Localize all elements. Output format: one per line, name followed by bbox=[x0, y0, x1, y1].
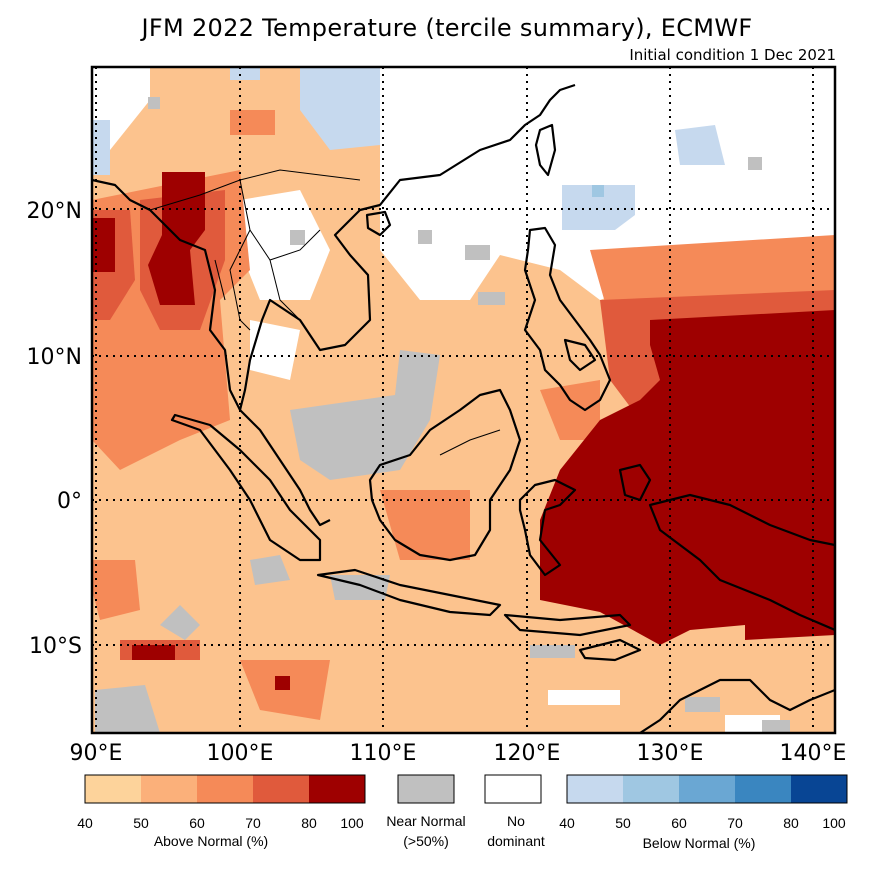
near-normal-swatch bbox=[397, 774, 455, 804]
above-tick-60: 60 bbox=[189, 815, 205, 831]
above-normal-swatch-3 bbox=[253, 775, 309, 803]
below-normal-swatch-2 bbox=[679, 775, 735, 803]
below-normal-swatch-1 bbox=[623, 775, 679, 803]
below-normal-regions bbox=[92, 67, 725, 230]
below-tick-80: 80 bbox=[783, 815, 799, 831]
map-plot-area bbox=[92, 67, 835, 733]
near-normal-caption-line2: (>50%) bbox=[403, 833, 449, 849]
near-normal-regions bbox=[95, 97, 790, 733]
no-dominant-caption-line1: No bbox=[507, 813, 525, 829]
below-tick-50: 50 bbox=[615, 815, 631, 831]
lon-label-130e: 130°E bbox=[637, 741, 704, 766]
graticule bbox=[92, 67, 835, 733]
above-tick-70: 70 bbox=[245, 815, 261, 831]
below-normal-frame bbox=[566, 774, 848, 804]
map-subtitle: Initial condition 1 Dec 2021 bbox=[629, 46, 836, 64]
above-tick-100: 100 bbox=[340, 815, 364, 831]
above-tick-80: 80 bbox=[301, 815, 317, 831]
below-normal-colorbar bbox=[566, 774, 848, 804]
no-dominant-caption-line2: dominant bbox=[487, 833, 545, 849]
lon-label-90e: 90°E bbox=[70, 741, 123, 766]
below-tick-100: 100 bbox=[822, 815, 846, 831]
lon-label-110e: 110°E bbox=[350, 741, 417, 766]
legend: 40 50 60 70 80 100 Above Normal (%) Near… bbox=[77, 774, 848, 851]
above-normal-frame bbox=[84, 774, 366, 804]
above-normal-swatch-1 bbox=[141, 775, 197, 803]
lat-label-10n: 10°N bbox=[27, 345, 82, 370]
above-normal-caption: Above Normal (%) bbox=[154, 833, 268, 849]
lon-label-120e: 120°E bbox=[494, 741, 561, 766]
map-title: JFM 2022 Temperature (tercile summary), … bbox=[141, 14, 753, 42]
below-normal-swatch-4 bbox=[791, 775, 847, 803]
below-tick-70: 70 bbox=[727, 815, 743, 831]
above-normal-colorbar bbox=[84, 774, 366, 804]
lon-label-140e: 140°E bbox=[780, 741, 847, 766]
lat-label-10s: 10°S bbox=[29, 634, 82, 659]
above-tick-40: 40 bbox=[77, 815, 93, 831]
below-normal-50-patch bbox=[592, 185, 604, 197]
map-frame bbox=[90, 65, 837, 735]
above-normal-swatch-4 bbox=[309, 775, 365, 803]
below-normal-caption: Below Normal (%) bbox=[643, 835, 756, 851]
below-normal-swatch-0 bbox=[567, 775, 623, 803]
lon-label-100e: 100°E bbox=[207, 741, 274, 766]
above-normal-80-100-regions bbox=[92, 172, 835, 690]
coastlines bbox=[92, 83, 835, 733]
above-normal-swatch-0 bbox=[85, 775, 141, 803]
below-tick-60: 60 bbox=[671, 815, 687, 831]
below-normal-swatch-3 bbox=[735, 775, 791, 803]
above-tick-50: 50 bbox=[133, 815, 149, 831]
below-tick-40: 40 bbox=[559, 815, 575, 831]
lat-label-eq: 0° bbox=[57, 489, 82, 514]
lat-label-20n: 20°N bbox=[27, 199, 82, 224]
no-dominant-swatch bbox=[484, 774, 542, 804]
near-normal-caption-line1: Near Normal bbox=[386, 813, 465, 829]
no-dominant-regions bbox=[92, 67, 835, 733]
above-normal-swatch-2 bbox=[197, 775, 253, 803]
